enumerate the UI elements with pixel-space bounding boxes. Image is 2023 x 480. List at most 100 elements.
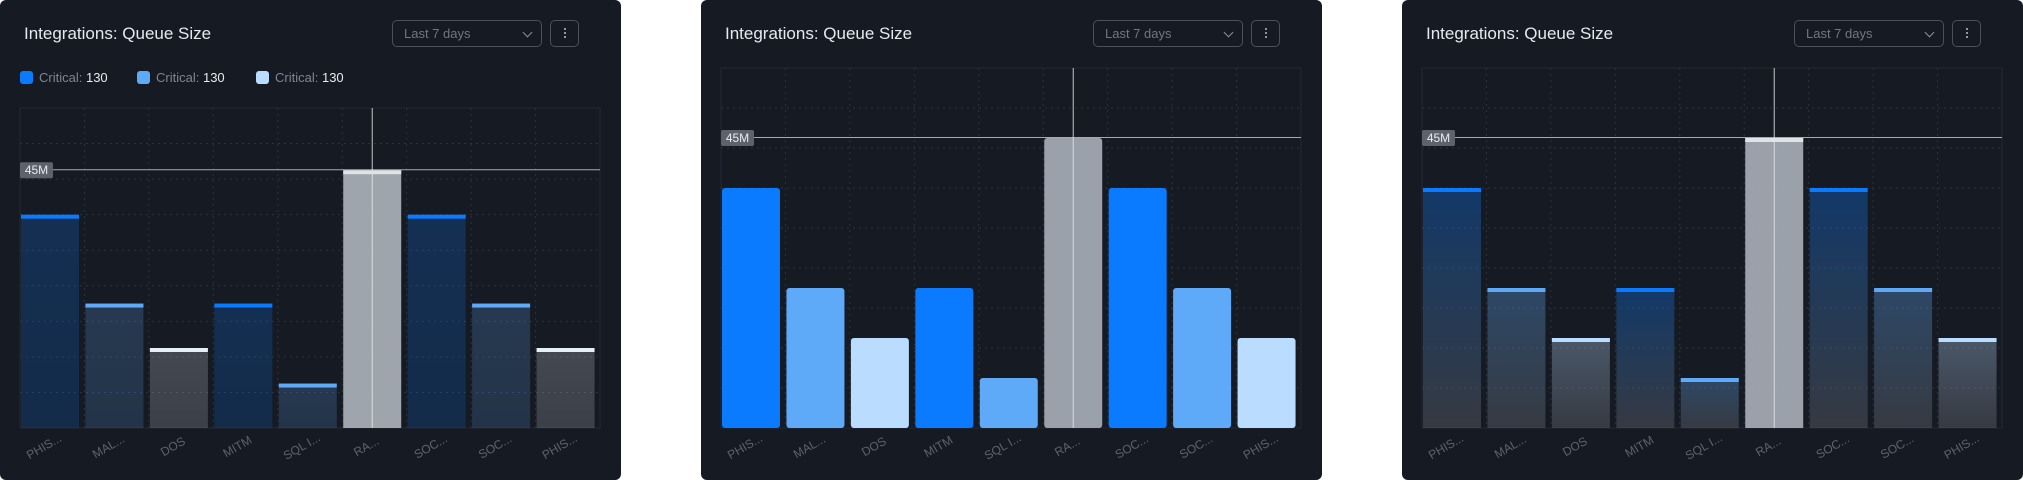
bar-top-line <box>472 303 531 308</box>
bar[interactable] <box>1108 188 1167 428</box>
x-tick-label: PHIS... <box>24 431 64 462</box>
x-tick-label: RA... <box>1753 434 1783 459</box>
legend-label: Critical: <box>156 70 200 85</box>
bar-top-line <box>1551 338 1610 342</box>
bar[interactable] <box>472 303 531 428</box>
x-tick-label: MITM <box>1623 433 1657 460</box>
crosshair-value-label: 45M <box>726 131 749 145</box>
x-tick-label: SOC... <box>1177 431 1215 461</box>
x-tick-label: SOC... <box>1113 431 1151 461</box>
bar-top-line <box>1423 188 1481 192</box>
x-tick-label: SOC... <box>476 431 514 461</box>
bar[interactable] <box>1173 288 1232 428</box>
bar-top-line <box>1938 338 1997 342</box>
bar[interactable] <box>786 288 845 428</box>
bar-top-line <box>278 383 337 388</box>
crosshair-value-badge <box>20 162 53 179</box>
crosshair-value-label: 45M <box>25 163 48 177</box>
x-tick-label: SOC... <box>412 431 450 461</box>
date-range-dropdown[interactable]: Last 7 days <box>1794 20 1944 47</box>
x-tick-label: DOS <box>158 434 188 459</box>
bar-top-line <box>214 303 273 308</box>
more-options-button[interactable] <box>1251 20 1280 47</box>
bar-top-line <box>407 214 466 219</box>
x-tick-label: MAL... <box>90 432 127 461</box>
x-tick-label: MITM <box>221 433 255 460</box>
bar-chart: PHIS... MAL... DOS MITM SQL I... RA... SOC... S… <box>1421 67 2003 463</box>
bar[interactable] <box>915 288 974 428</box>
x-tick-label: PHIS... <box>1426 431 1466 462</box>
bar-top-line <box>21 214 79 219</box>
bar-top-line <box>1809 188 1868 192</box>
bar-top-line <box>85 303 144 308</box>
bar[interactable] <box>1487 288 1546 428</box>
bar[interactable] <box>722 188 780 428</box>
x-tick-label: SQL I... <box>982 430 1024 462</box>
panel-title: Integrations: Queue Size <box>24 24 212 43</box>
x-tick-label: SOC... <box>1878 431 1916 461</box>
panel-title: Integrations: Queue Size <box>1426 24 1614 43</box>
bar[interactable] <box>407 214 466 428</box>
more-vertical-icon <box>1966 28 1968 30</box>
bar-top-line <box>1616 288 1675 292</box>
x-tick-label: MAL... <box>791 432 828 461</box>
legend-label: Critical: <box>39 70 83 85</box>
bar[interactable] <box>1237 338 1296 428</box>
chart-panel-3: Integrations: Queue Size Last 7 days PHI… <box>1402 0 2023 480</box>
legend-swatch <box>256 71 269 84</box>
chart-panel-1: Integrations: Queue Size Last 7 days Cri… <box>0 0 621 480</box>
bar-top-line <box>1680 378 1739 382</box>
bar[interactable] <box>536 348 595 428</box>
bar-top-line <box>149 348 208 352</box>
bar[interactable] <box>278 383 337 428</box>
more-vertical-icon <box>564 28 566 30</box>
x-tick-label: DOS <box>1560 434 1590 459</box>
bar[interactable] <box>979 378 1038 428</box>
x-tick-label: DOS <box>859 434 889 459</box>
x-tick-label: PHIS... <box>725 431 765 462</box>
legend-value: 130 <box>321 70 344 85</box>
date-range-value: Last 7 days <box>1105 26 1172 41</box>
crosshair-value-badge <box>721 130 754 146</box>
x-tick-label: MAL... <box>1492 432 1529 461</box>
bar[interactable] <box>1874 288 1933 428</box>
date-range-value: Last 7 days <box>1806 26 1873 41</box>
bar-top-line <box>1874 288 1933 292</box>
legend-swatch <box>20 71 33 84</box>
bar[interactable] <box>1423 188 1481 428</box>
crosshair-value-badge <box>1422 130 1455 146</box>
bar[interactable] <box>85 303 144 428</box>
chart-panel-2: Integrations: Queue Size Last 7 days PHI… <box>701 0 1322 480</box>
x-tick-label: SQL I... <box>281 430 323 462</box>
legend-swatch <box>137 71 150 84</box>
bar[interactable] <box>1680 378 1739 428</box>
more-options-button[interactable] <box>1952 20 1981 47</box>
bar[interactable] <box>1551 338 1610 428</box>
bar-chart: PHIS... MAL... DOS MITM SQL I... RA... SOC... S… <box>19 107 601 463</box>
x-tick-label: PHIS... <box>540 431 580 462</box>
date-range-value: Last 7 days <box>404 26 471 41</box>
x-tick-label: RA... <box>1052 434 1082 459</box>
x-tick-label: SOC... <box>1814 431 1852 461</box>
bar[interactable] <box>149 348 208 428</box>
bar-chart: PHIS... MAL... DOS MITM SQL I... RA... SOC... S… <box>720 67 1302 463</box>
bar[interactable] <box>21 214 79 428</box>
x-tick-label: SQL I... <box>1683 430 1725 462</box>
legend-label: Critical: <box>275 70 319 85</box>
bar[interactable] <box>850 338 909 428</box>
date-range-dropdown[interactable]: Last 7 days <box>392 20 542 47</box>
date-range-dropdown[interactable]: Last 7 days <box>1093 20 1243 47</box>
more-vertical-icon <box>1265 28 1267 30</box>
legend-value: 130 <box>202 70 225 85</box>
bar[interactable] <box>1809 188 1868 428</box>
legend-value: 130 <box>85 70 108 85</box>
panel-title: Integrations: Queue Size <box>725 24 913 43</box>
x-tick-label: PHIS... <box>1942 431 1982 462</box>
bar[interactable] <box>214 303 273 428</box>
bar[interactable] <box>1938 338 1997 428</box>
bar[interactable] <box>1616 288 1675 428</box>
more-options-button[interactable] <box>550 20 579 47</box>
x-tick-label: MITM <box>922 433 956 460</box>
crosshair-value-label: 45M <box>1427 131 1450 145</box>
bar-top-line <box>536 348 595 352</box>
